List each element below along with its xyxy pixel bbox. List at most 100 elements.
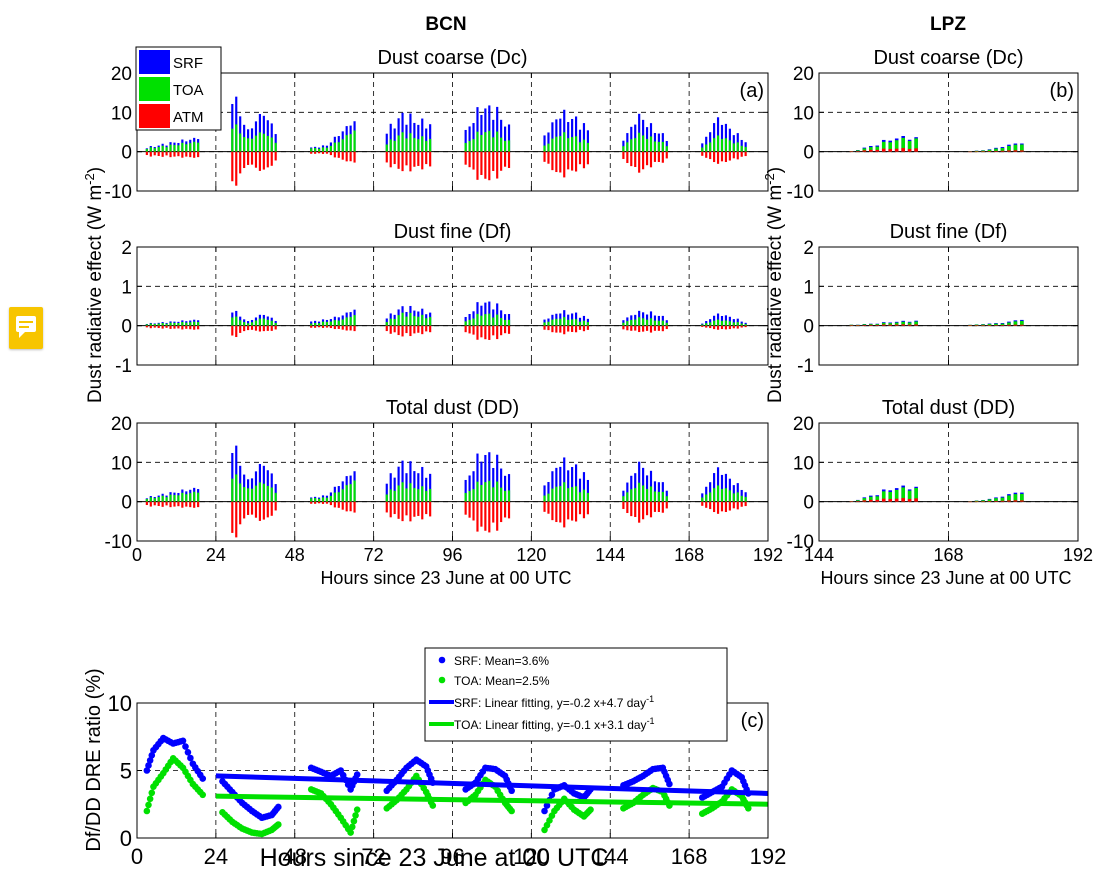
bar-srf (389, 473, 392, 502)
bar-toa (157, 147, 160, 152)
bar-toa (626, 142, 629, 152)
bar-toa (231, 128, 234, 152)
comment-note-icon[interactable] (9, 307, 43, 349)
bar-toa (574, 319, 578, 326)
bar-toa (974, 500, 979, 502)
bar-atm (177, 325, 180, 329)
panel-lpz_dc: Dust coarse (Dc) -10 0 10 20 (b) (787, 47, 1079, 203)
bar-atm (574, 501, 578, 522)
bar-toa (250, 488, 254, 502)
x-tick-label: 168 (933, 545, 963, 565)
bar-atm (862, 500, 867, 502)
bar-atm (503, 325, 507, 334)
bar-srf (571, 118, 574, 152)
bar-srf (425, 477, 428, 502)
bar-toa (649, 136, 653, 152)
bar-atm (321, 325, 325, 328)
bar-toa (869, 496, 873, 502)
bar-toa (325, 497, 329, 502)
bar-atm (417, 501, 420, 516)
bar-toa (389, 139, 392, 152)
bar-toa (657, 141, 660, 152)
bar-atm (736, 151, 739, 160)
bar-toa (181, 492, 184, 502)
bar-srf (480, 114, 483, 152)
bar-atm (547, 501, 550, 514)
bar-atm (709, 151, 712, 160)
bar-toa (333, 320, 336, 326)
bar-atm (586, 151, 589, 165)
bar-toa (310, 323, 313, 326)
bar-atm (622, 151, 625, 159)
bar-toa (353, 315, 356, 326)
bar-toa (250, 138, 254, 152)
bar-toa (862, 498, 867, 502)
bar-toa (266, 319, 269, 326)
bar-toa (393, 490, 396, 502)
fit-line-srf (215, 773, 769, 796)
bar-atm (665, 325, 668, 330)
bar-atm (649, 151, 653, 168)
bar-toa (468, 490, 471, 502)
bar-atm (333, 501, 336, 508)
bar-toa (153, 148, 156, 152)
bar-atm (622, 501, 625, 509)
bar-atm (149, 501, 152, 507)
bar-srf (405, 124, 408, 152)
bar-atm (744, 501, 747, 507)
point-toa (143, 807, 151, 815)
bar-toa (500, 487, 503, 502)
bar-atm (736, 325, 739, 329)
bar-atm (274, 151, 277, 161)
bar-atm (429, 325, 432, 333)
bar-atm (329, 501, 332, 506)
bar-atm (732, 151, 735, 159)
bar-atm (169, 501, 172, 508)
bar-toa (254, 135, 258, 152)
bar-toa (987, 323, 992, 326)
bar-atm (496, 325, 499, 340)
bar-atm (586, 325, 589, 330)
bar-atm (341, 501, 344, 510)
bar-toa (571, 319, 574, 326)
bar-toa (397, 485, 400, 502)
bar-atm (634, 151, 637, 167)
bar-atm (235, 501, 238, 538)
bar-atm (582, 501, 586, 519)
bar-atm (849, 501, 854, 503)
bar-atm (661, 501, 664, 513)
bar-atm (740, 151, 743, 157)
bar-atm (484, 501, 487, 531)
bar-atm (181, 325, 184, 330)
bar-atm (500, 325, 503, 336)
bar-srf (500, 119, 503, 152)
bar-atm (314, 501, 317, 504)
bar-atm (626, 325, 629, 331)
bar-toa (894, 322, 899, 326)
bar-toa (578, 321, 582, 326)
bar-toa (397, 135, 400, 152)
bar-atm (503, 151, 507, 167)
bar-toa (856, 150, 860, 152)
bar-toa (894, 489, 899, 502)
bar-atm (345, 151, 348, 162)
bar-toa (724, 320, 728, 326)
bar-toa (270, 487, 273, 502)
bar-srf (578, 478, 582, 502)
bar-toa (189, 143, 192, 152)
bar-atm (353, 501, 356, 513)
bar-atm (1020, 500, 1024, 502)
x-tick-label: 96 (442, 545, 462, 565)
x-tick-label: 96 (440, 844, 464, 869)
bar-srf (720, 474, 724, 502)
bar-srf (578, 129, 582, 152)
bar-atm (153, 501, 156, 506)
point-srf (353, 771, 361, 778)
bar-srf (724, 473, 728, 502)
bar-atm (500, 151, 503, 171)
bar-atm (266, 325, 269, 331)
bar-srf (713, 123, 716, 152)
bar-atm (657, 325, 660, 331)
bar-toa (1020, 144, 1024, 152)
bar-atm (981, 151, 985, 152)
